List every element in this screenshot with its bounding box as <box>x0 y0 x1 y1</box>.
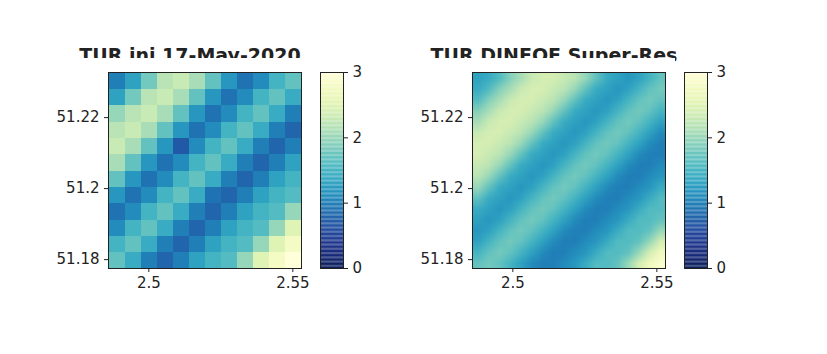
svg-text:2: 2 <box>353 129 363 147</box>
svg-text:3: 3 <box>717 63 727 81</box>
svg-text:2.55: 2.55 <box>276 274 309 292</box>
svg-text:2.5: 2.5 <box>137 274 161 292</box>
svg-text:2.55: 2.55 <box>640 274 673 292</box>
svg-text:2.5: 2.5 <box>501 274 525 292</box>
svg-text:51.2: 51.2 <box>430 179 463 197</box>
svg-text:3: 3 <box>353 63 363 81</box>
svg-text:0: 0 <box>353 259 363 277</box>
svg-text:51.2: 51.2 <box>66 179 99 197</box>
svg-text:51.22: 51.22 <box>421 108 464 126</box>
svg-text:51.18: 51.18 <box>57 250 100 268</box>
html-text:TUR ini 17-May-2020: TUR ini 17-May-2020 <box>79 44 301 66</box>
svg-text:0: 0 <box>717 259 727 277</box>
svg-text:1: 1 <box>353 194 363 212</box>
svg-text:51.18: 51.18 <box>421 250 464 268</box>
svg-text:2: 2 <box>717 129 727 147</box>
html-text:TUR DINEOF Super-Res: TUR DINEOF Super-Res <box>430 44 678 66</box>
svg-text:51.22: 51.22 <box>57 108 100 126</box>
svg-text:1: 1 <box>717 194 727 212</box>
